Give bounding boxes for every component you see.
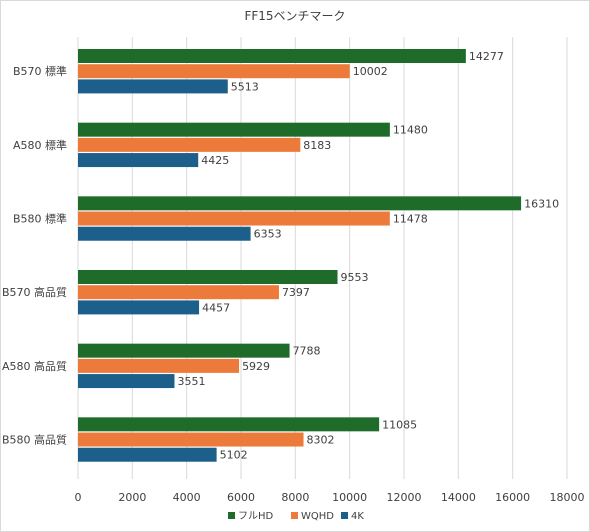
bar bbox=[78, 64, 350, 79]
data-label: 9553 bbox=[341, 271, 369, 284]
x-tick-label: 4000 bbox=[173, 491, 201, 504]
category-label: A580 標準 bbox=[13, 138, 67, 152]
legend: フルHD WQHD 4K bbox=[228, 511, 364, 522]
bar bbox=[78, 432, 304, 447]
legend-swatch bbox=[291, 512, 298, 519]
data-label: 11480 bbox=[393, 124, 428, 137]
bar bbox=[78, 49, 466, 63]
data-label: 4457 bbox=[202, 301, 230, 314]
legend-swatch bbox=[228, 512, 235, 519]
data-label: 5513 bbox=[231, 80, 259, 93]
category-label: A580 高品質 bbox=[2, 359, 67, 373]
bar bbox=[78, 211, 390, 226]
legend-label: 4K bbox=[351, 511, 364, 522]
category-label: B570 高品質 bbox=[2, 285, 67, 299]
data-label: 7788 bbox=[293, 345, 321, 358]
axis-layer: 0 2000 4000 6000 8000 10000 12000 14000 16000 180… bbox=[2, 64, 585, 504]
bar bbox=[78, 196, 522, 211]
x-tick-label: 8000 bbox=[281, 491, 309, 504]
bar bbox=[78, 374, 175, 389]
x-tick-label: 14000 bbox=[441, 491, 476, 504]
data-label: 16310 bbox=[524, 197, 559, 210]
bar bbox=[78, 285, 279, 300]
bar bbox=[78, 300, 200, 315]
data-label: 8183 bbox=[303, 139, 331, 152]
data-label: 11478 bbox=[393, 213, 428, 226]
data-label: 8302 bbox=[307, 434, 335, 447]
category-label: B570 標準 bbox=[13, 64, 67, 78]
label-layer: 14277 10002 5513 11480 8183 4425 16310 11478 635… bbox=[177, 50, 559, 462]
bar bbox=[78, 343, 290, 358]
x-tick-label: 10000 bbox=[332, 491, 367, 504]
category-label: B580 標準 bbox=[13, 212, 67, 226]
x-tick-label: 0 bbox=[75, 491, 82, 504]
data-label: 11085 bbox=[382, 418, 417, 431]
x-tick-label: 16000 bbox=[495, 491, 530, 504]
bar bbox=[78, 137, 301, 152]
data-label: 14277 bbox=[469, 50, 504, 63]
data-label: 5929 bbox=[242, 360, 270, 373]
x-tick-label: 6000 bbox=[227, 491, 255, 504]
bar bbox=[78, 270, 338, 284]
category-label: B580 高品質 bbox=[2, 433, 67, 447]
data-label: 3551 bbox=[177, 375, 205, 388]
bar bbox=[78, 122, 390, 137]
data-label: 6353 bbox=[254, 228, 282, 241]
x-tick-label: 12000 bbox=[387, 491, 422, 504]
x-tick-label: 18000 bbox=[550, 491, 585, 504]
chart-title: FF15ベンチマーク bbox=[244, 9, 345, 23]
bar bbox=[78, 226, 251, 241]
bar bbox=[78, 79, 228, 94]
data-label: 10002 bbox=[353, 65, 388, 78]
grid-layer bbox=[77, 37, 568, 479]
legend-label: フルHD bbox=[238, 511, 274, 522]
x-tick-label: 2000 bbox=[118, 491, 146, 504]
data-label: 4425 bbox=[201, 154, 229, 167]
bar-layer bbox=[78, 49, 522, 462]
data-label: 5102 bbox=[220, 449, 248, 462]
legend-swatch bbox=[341, 512, 348, 519]
bar bbox=[78, 358, 240, 373]
bar bbox=[78, 153, 199, 168]
bar bbox=[78, 447, 217, 462]
legend-label: WQHD bbox=[301, 511, 334, 522]
data-label: 7397 bbox=[282, 286, 310, 299]
bar bbox=[78, 417, 380, 432]
